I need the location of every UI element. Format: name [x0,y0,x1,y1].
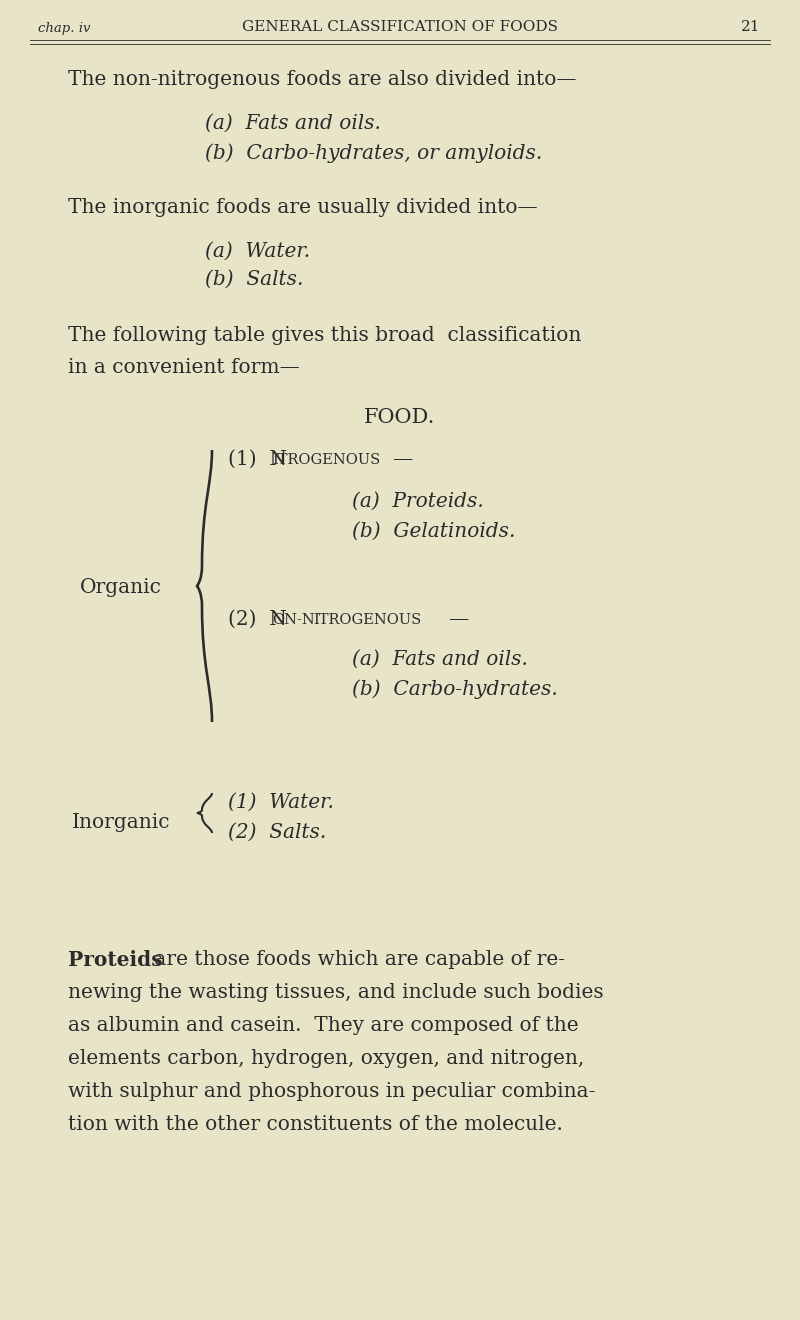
Text: The non-nitrogenous foods are also divided into—: The non-nitrogenous foods are also divid… [68,70,577,88]
Text: (2)  N: (2) N [228,610,287,630]
Text: (b)  Carbo-hydrates.: (b) Carbo-hydrates. [352,678,558,698]
Text: FOOD.: FOOD. [364,408,436,426]
Text: as albumin and casein.  They are composed of the: as albumin and casein. They are composed… [68,1016,578,1035]
Text: (b)  Salts.: (b) Salts. [205,271,303,289]
Text: (2)  Salts.: (2) Salts. [228,822,326,842]
Text: Organic: Organic [80,578,162,597]
Text: 21: 21 [741,20,760,34]
Text: —: — [448,610,468,630]
Text: (1)  Water.: (1) Water. [228,793,334,812]
Text: with sulphur and phosphorous in peculiar combina-: with sulphur and phosphorous in peculiar… [68,1082,595,1101]
Text: elements carbon, hydrogen, oxygen, and nitrogen,: elements carbon, hydrogen, oxygen, and n… [68,1049,584,1068]
Text: chap. iv: chap. iv [38,22,90,36]
Text: Proteids: Proteids [68,950,162,970]
Text: (a)  Fats and oils.: (a) Fats and oils. [352,649,528,669]
Text: ITROGENOUS: ITROGENOUS [313,612,422,627]
Text: —: — [392,450,412,469]
Text: (1)  N: (1) N [228,450,287,469]
Text: (a)  Proteids.: (a) Proteids. [352,492,484,511]
Text: (a)  Water.: (a) Water. [205,242,310,261]
Text: tion with the other constituents of the molecule.: tion with the other constituents of the … [68,1115,563,1134]
Text: ITROGENOUS: ITROGENOUS [272,453,380,467]
Text: newing the wasting tissues, and include such bodies: newing the wasting tissues, and include … [68,983,604,1002]
Text: in a convenient form—: in a convenient form— [68,358,300,378]
Text: GENERAL CLASSIFICATION OF FOODS: GENERAL CLASSIFICATION OF FOODS [242,20,558,34]
Text: (b)  Carbo-hydrates, or amyloids.: (b) Carbo-hydrates, or amyloids. [205,143,542,162]
Text: The following table gives this broad  classification: The following table gives this broad cla… [68,326,582,345]
Text: are those foods which are capable of re-: are those foods which are capable of re- [148,950,565,969]
Text: Inorganic: Inorganic [72,813,170,832]
Text: (b)  Gelatinoids.: (b) Gelatinoids. [352,521,515,541]
Text: The inorganic foods are usually divided into—: The inorganic foods are usually divided … [68,198,538,216]
Text: ON-N: ON-N [272,612,314,627]
Text: (a)  Fats and oils.: (a) Fats and oils. [205,114,381,133]
